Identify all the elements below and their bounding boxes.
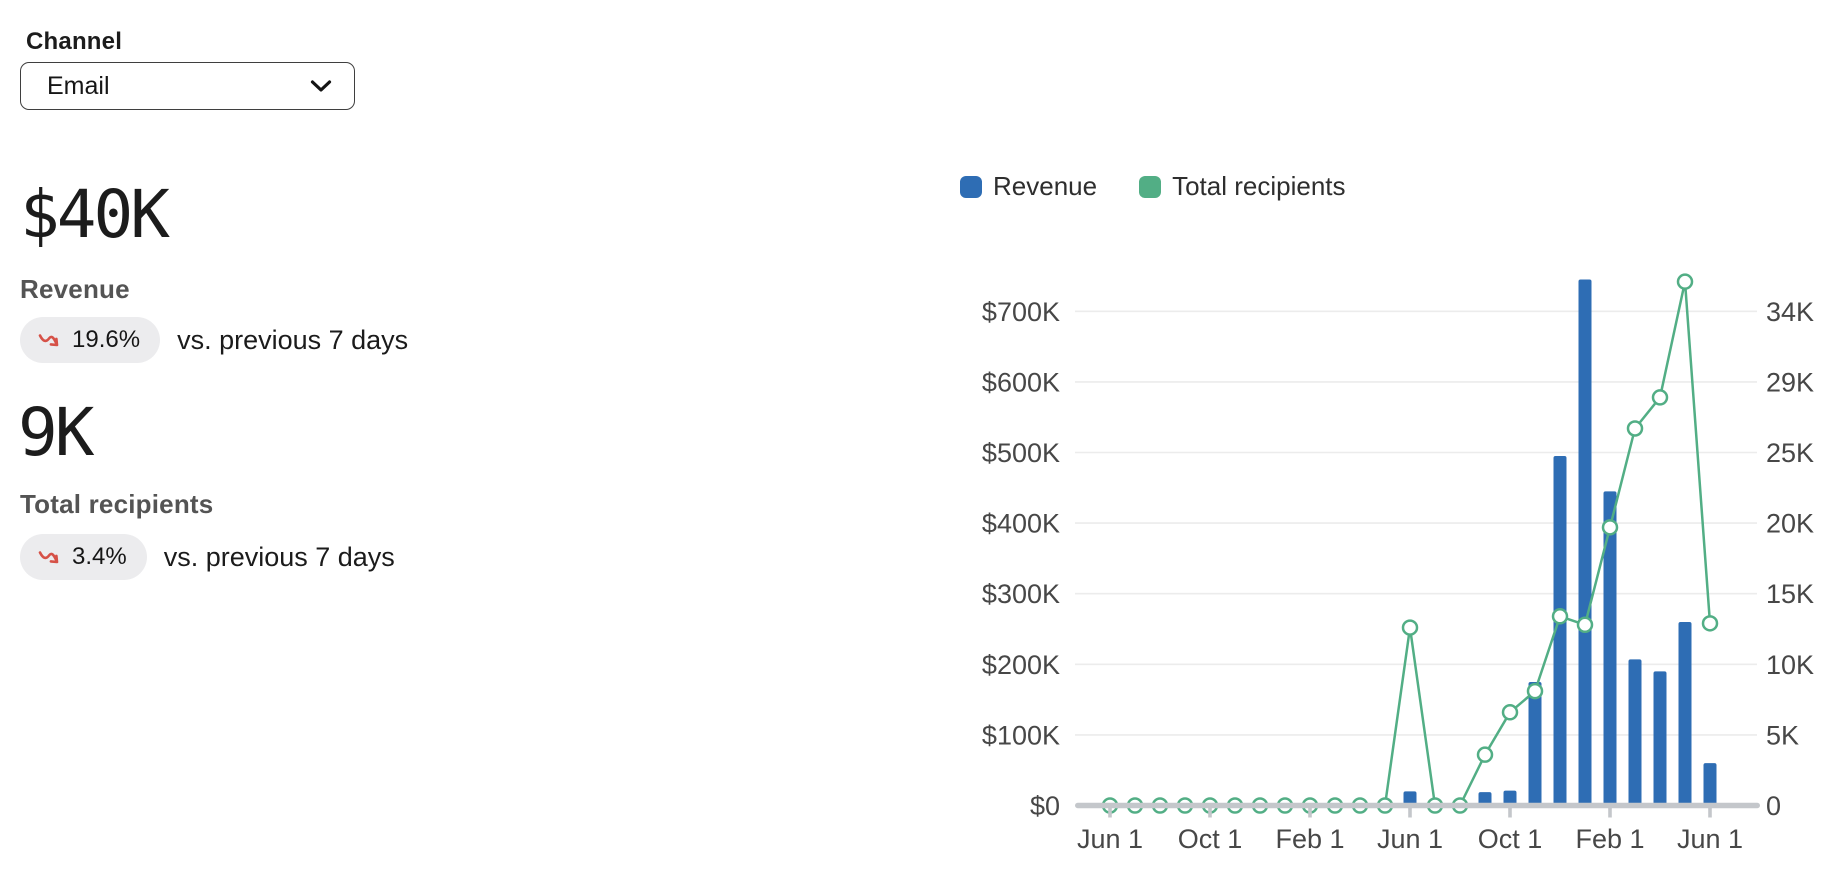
revenue-change-row: 19.6% vs. previous 7 days	[20, 317, 408, 363]
x-axis-label: Jun 1	[1677, 824, 1743, 854]
total-recipients-point[interactable]	[1651, 389, 1669, 406]
right-axis-label: 29K	[1766, 367, 1814, 397]
trend-down-arrow-icon	[36, 328, 63, 353]
recipients-stat-label: Total recipients	[20, 489, 214, 519]
legend-label-revenue: Revenue	[993, 171, 1098, 201]
recipients-change-row: 3.4% vs. previous 7 days	[20, 534, 395, 580]
recipients-change-badge: 3.4%	[20, 534, 147, 580]
x-axis-label: Feb 1	[1575, 824, 1644, 854]
x-axis-tick	[1708, 805, 1712, 818]
legend-item-total-recipients[interactable]: Total recipients	[1139, 171, 1346, 202]
revenue-stat-label: Revenue	[20, 274, 130, 304]
chart-legend: Revenue Total recipients	[960, 171, 1346, 202]
total-recipients-point[interactable]	[1501, 704, 1519, 721]
channel-select-value: Email	[47, 71, 110, 100]
x-axis-label: Jun 1	[1377, 824, 1443, 854]
chevron-down-icon	[310, 79, 332, 93]
total-recipients-line	[1110, 280, 1712, 807]
revenue-swatch-icon	[960, 175, 982, 198]
x-axis-tick	[1308, 805, 1312, 818]
recipients-stat-value: 9K	[18, 394, 95, 471]
revenue-change-value: 19.6%	[72, 326, 141, 353]
right-axis-label: 25K	[1766, 438, 1814, 468]
total-recipients-point[interactable]	[1676, 273, 1694, 290]
left-axis-label: $300K	[982, 579, 1060, 609]
x-axis-label: Jun 1	[1077, 824, 1143, 854]
x-axis-label: Oct 1	[1178, 824, 1243, 854]
right-axis-label: 20K	[1766, 509, 1814, 539]
recipients-comparison-text: vs. previous 7 days	[163, 541, 395, 572]
revenue-comparison-text: vs. previous 7 days	[177, 324, 409, 355]
left-axis-label: $500K	[982, 438, 1060, 468]
x-axis-label: Oct 1	[1478, 824, 1543, 854]
revenue-bar[interactable]	[1578, 279, 1592, 808]
revenue-bar[interactable]	[1603, 491, 1617, 808]
revenue-bar[interactable]	[1703, 763, 1717, 808]
total-recipients-point[interactable]	[1476, 746, 1494, 763]
total-recipients-point[interactable]	[1701, 615, 1719, 632]
total-recipients-point[interactable]	[1526, 682, 1544, 700]
left-axis-label: $100K	[982, 720, 1060, 750]
total-recipients-point[interactable]	[1551, 608, 1569, 625]
revenue-bar[interactable]	[1528, 681, 1542, 808]
total-recipients-point[interactable]	[1626, 420, 1644, 437]
x-axis-tick	[1208, 805, 1212, 818]
revenue-bar[interactable]	[1678, 621, 1692, 808]
channel-select[interactable]: Email	[20, 62, 355, 110]
revenue-change-badge: 19.6%	[20, 317, 161, 363]
right-axis-label: 34K	[1766, 297, 1814, 327]
x-axis-tick	[1408, 805, 1412, 818]
revenue-bar[interactable]	[1653, 671, 1667, 808]
left-axis-label: $400K	[982, 509, 1060, 539]
x-axis-tick	[1608, 805, 1612, 818]
channel-label: Channel	[26, 28, 123, 55]
left-axis-label: $0	[1030, 791, 1060, 821]
right-axis-label: 0	[1766, 791, 1781, 821]
revenue-recipients-chart: $700K 34K $600K 29K $500K 25K $400K 20K $300K 15K…	[940, 140, 1848, 880]
x-axis-line	[1075, 802, 1760, 809]
right-axis-label: 15K	[1766, 579, 1814, 609]
total-recipients-point[interactable]	[1401, 619, 1419, 636]
revenue-bar[interactable]	[1553, 456, 1567, 808]
total-recipients-swatch-icon	[1139, 175, 1162, 198]
right-axis-label: 5K	[1766, 720, 1799, 750]
right-axis-label: 10K	[1766, 650, 1814, 680]
legend-label-total-recipients: Total recipients	[1172, 171, 1346, 201]
recipients-change-value: 3.4%	[72, 543, 127, 570]
revenue-bar[interactable]	[1628, 659, 1642, 808]
legend-item-revenue[interactable]: Revenue	[960, 171, 1097, 202]
left-axis-label: $200K	[982, 650, 1060, 680]
x-axis-tick	[1108, 805, 1112, 818]
trend-down-arrow-icon	[36, 545, 63, 570]
x-axis-tick	[1508, 805, 1512, 818]
x-axis-label: Feb 1	[1275, 824, 1344, 854]
left-axis-label: $700K	[982, 297, 1060, 327]
total-recipients-point[interactable]	[1576, 616, 1594, 634]
revenue-stat-value: $40K	[20, 176, 170, 253]
left-axis-label: $600K	[982, 367, 1060, 397]
total-recipients-point[interactable]	[1601, 519, 1619, 536]
